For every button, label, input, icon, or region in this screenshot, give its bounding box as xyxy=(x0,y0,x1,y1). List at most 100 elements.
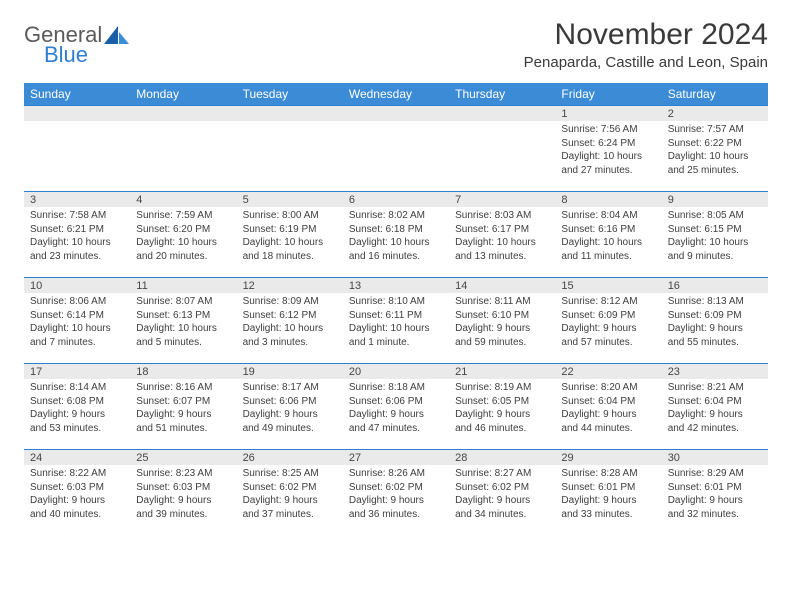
sunset-text: Sunset: 6:02 PM xyxy=(455,481,549,495)
sunrise-text: Sunrise: 8:05 AM xyxy=(668,209,762,223)
sunset-text: Sunset: 6:02 PM xyxy=(349,481,443,495)
calendar-day-cell: 17Sunrise: 8:14 AMSunset: 6:08 PMDayligh… xyxy=(24,363,130,449)
day-number: 24 xyxy=(24,449,130,465)
day-number: 10 xyxy=(24,277,130,293)
sunrise-text: Sunrise: 8:27 AM xyxy=(455,467,549,481)
sunset-text: Sunset: 6:14 PM xyxy=(30,309,124,323)
logo: General Blue xyxy=(24,24,130,66)
calendar-day-cell: 2Sunrise: 7:57 AMSunset: 6:22 PMDaylight… xyxy=(662,105,768,191)
day-details: Sunrise: 8:26 AMSunset: 6:02 PMDaylight:… xyxy=(343,465,449,525)
day-number: 27 xyxy=(343,449,449,465)
daylight-text: Daylight: 9 hours and 55 minutes. xyxy=(668,322,762,349)
daylight-text: Daylight: 9 hours and 44 minutes. xyxy=(561,408,655,435)
month-title: November 2024 xyxy=(524,18,768,52)
day-number: 13 xyxy=(343,277,449,293)
sunrise-text: Sunrise: 8:06 AM xyxy=(30,295,124,309)
day-details: Sunrise: 8:02 AMSunset: 6:18 PMDaylight:… xyxy=(343,207,449,267)
day-number: 5 xyxy=(237,191,343,207)
day-number: 19 xyxy=(237,363,343,379)
sunset-text: Sunset: 6:04 PM xyxy=(668,395,762,409)
calendar-day-cell: 24Sunrise: 8:22 AMSunset: 6:03 PMDayligh… xyxy=(24,449,130,535)
sunset-text: Sunset: 6:06 PM xyxy=(243,395,337,409)
sunset-text: Sunset: 6:10 PM xyxy=(455,309,549,323)
sunrise-text: Sunrise: 7:56 AM xyxy=(561,123,655,137)
weekday-header: Tuesday xyxy=(237,83,343,105)
calendar-day-cell: 19Sunrise: 8:17 AMSunset: 6:06 PMDayligh… xyxy=(237,363,343,449)
sunset-text: Sunset: 6:01 PM xyxy=(561,481,655,495)
sunrise-text: Sunrise: 8:21 AM xyxy=(668,381,762,395)
daylight-text: Daylight: 9 hours and 37 minutes. xyxy=(243,494,337,521)
weekday-header: Thursday xyxy=(449,83,555,105)
sunrise-text: Sunrise: 8:29 AM xyxy=(668,467,762,481)
day-details: Sunrise: 8:10 AMSunset: 6:11 PMDaylight:… xyxy=(343,293,449,353)
day-details: Sunrise: 8:07 AMSunset: 6:13 PMDaylight:… xyxy=(130,293,236,353)
day-details: Sunrise: 8:28 AMSunset: 6:01 PMDaylight:… xyxy=(555,465,661,525)
sunset-text: Sunset: 6:06 PM xyxy=(349,395,443,409)
day-number: 15 xyxy=(555,277,661,293)
day-details: Sunrise: 7:58 AMSunset: 6:21 PMDaylight:… xyxy=(24,207,130,267)
day-number: 30 xyxy=(662,449,768,465)
day-number: 21 xyxy=(449,363,555,379)
day-details: Sunrise: 8:16 AMSunset: 6:07 PMDaylight:… xyxy=(130,379,236,439)
day-number: 25 xyxy=(130,449,236,465)
day-number: 22 xyxy=(555,363,661,379)
calendar-day-cell: 10Sunrise: 8:06 AMSunset: 6:14 PMDayligh… xyxy=(24,277,130,363)
day-number: 8 xyxy=(555,191,661,207)
calendar-week-row: 1Sunrise: 7:56 AMSunset: 6:24 PMDaylight… xyxy=(24,105,768,191)
calendar-body: 1Sunrise: 7:56 AMSunset: 6:24 PMDaylight… xyxy=(24,105,768,535)
sunrise-text: Sunrise: 8:28 AM xyxy=(561,467,655,481)
day-details: Sunrise: 8:17 AMSunset: 6:06 PMDaylight:… xyxy=(237,379,343,439)
sunrise-text: Sunrise: 8:18 AM xyxy=(349,381,443,395)
sunrise-text: Sunrise: 8:13 AM xyxy=(668,295,762,309)
sunset-text: Sunset: 6:16 PM xyxy=(561,223,655,237)
calendar-day-cell: 12Sunrise: 8:09 AMSunset: 6:12 PMDayligh… xyxy=(237,277,343,363)
sunset-text: Sunset: 6:09 PM xyxy=(668,309,762,323)
sunset-text: Sunset: 6:11 PM xyxy=(349,309,443,323)
daylight-text: Daylight: 9 hours and 59 minutes. xyxy=(455,322,549,349)
day-details: Sunrise: 8:19 AMSunset: 6:05 PMDaylight:… xyxy=(449,379,555,439)
calendar-week-row: 3Sunrise: 7:58 AMSunset: 6:21 PMDaylight… xyxy=(24,191,768,277)
daylight-text: Daylight: 10 hours and 27 minutes. xyxy=(561,150,655,177)
sunrise-text: Sunrise: 8:14 AM xyxy=(30,381,124,395)
day-details: Sunrise: 8:06 AMSunset: 6:14 PMDaylight:… xyxy=(24,293,130,353)
calendar-day-cell: 30Sunrise: 8:29 AMSunset: 6:01 PMDayligh… xyxy=(662,449,768,535)
day-number xyxy=(449,105,555,121)
sunrise-text: Sunrise: 8:10 AM xyxy=(349,295,443,309)
day-number: 7 xyxy=(449,191,555,207)
calendar-week-row: 24Sunrise: 8:22 AMSunset: 6:03 PMDayligh… xyxy=(24,449,768,535)
calendar-week-row: 10Sunrise: 8:06 AMSunset: 6:14 PMDayligh… xyxy=(24,277,768,363)
daylight-text: Daylight: 9 hours and 53 minutes. xyxy=(30,408,124,435)
calendar-day-cell: 25Sunrise: 8:23 AMSunset: 6:03 PMDayligh… xyxy=(130,449,236,535)
daylight-text: Daylight: 10 hours and 9 minutes. xyxy=(668,236,762,263)
logo-text: General Blue xyxy=(24,24,102,66)
sunrise-text: Sunrise: 8:12 AM xyxy=(561,295,655,309)
sunrise-text: Sunrise: 8:25 AM xyxy=(243,467,337,481)
day-number: 12 xyxy=(237,277,343,293)
day-number: 1 xyxy=(555,105,661,121)
sunrise-text: Sunrise: 8:11 AM xyxy=(455,295,549,309)
calendar-day-cell xyxy=(343,105,449,191)
calendar-day-cell xyxy=(130,105,236,191)
calendar-week-row: 17Sunrise: 8:14 AMSunset: 6:08 PMDayligh… xyxy=(24,363,768,449)
calendar-day-cell: 20Sunrise: 8:18 AMSunset: 6:06 PMDayligh… xyxy=(343,363,449,449)
calendar-day-cell: 4Sunrise: 7:59 AMSunset: 6:20 PMDaylight… xyxy=(130,191,236,277)
day-details: Sunrise: 8:03 AMSunset: 6:17 PMDaylight:… xyxy=(449,207,555,267)
calendar-day-cell: 27Sunrise: 8:26 AMSunset: 6:02 PMDayligh… xyxy=(343,449,449,535)
daylight-text: Daylight: 10 hours and 16 minutes. xyxy=(349,236,443,263)
daylight-text: Daylight: 10 hours and 18 minutes. xyxy=(243,236,337,263)
daylight-text: Daylight: 9 hours and 46 minutes. xyxy=(455,408,549,435)
sunset-text: Sunset: 6:13 PM xyxy=(136,309,230,323)
sunrise-text: Sunrise: 8:16 AM xyxy=(136,381,230,395)
daylight-text: Daylight: 10 hours and 3 minutes. xyxy=(243,322,337,349)
day-number: 16 xyxy=(662,277,768,293)
sunrise-text: Sunrise: 8:20 AM xyxy=(561,381,655,395)
daylight-text: Daylight: 10 hours and 20 minutes. xyxy=(136,236,230,263)
sunset-text: Sunset: 6:19 PM xyxy=(243,223,337,237)
day-number: 6 xyxy=(343,191,449,207)
day-number: 4 xyxy=(130,191,236,207)
weekday-header: Friday xyxy=(555,83,661,105)
daylight-text: Daylight: 9 hours and 42 minutes. xyxy=(668,408,762,435)
day-details: Sunrise: 8:18 AMSunset: 6:06 PMDaylight:… xyxy=(343,379,449,439)
daylight-text: Daylight: 9 hours and 32 minutes. xyxy=(668,494,762,521)
day-number: 18 xyxy=(130,363,236,379)
